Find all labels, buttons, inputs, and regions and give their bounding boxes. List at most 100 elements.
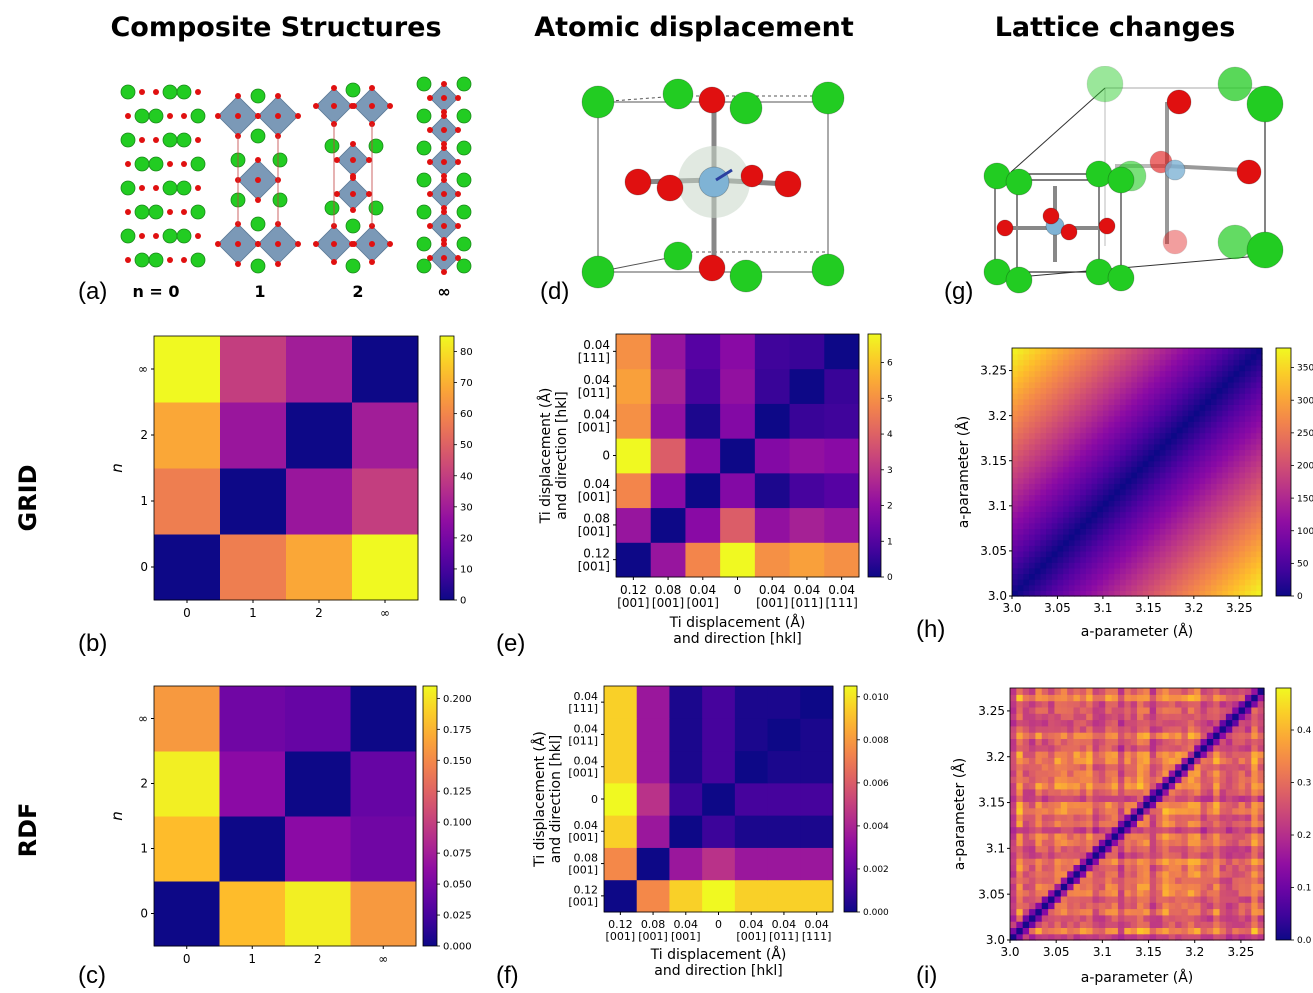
heatmap-cell bbox=[1010, 688, 1017, 695]
heatmap-cell bbox=[1210, 460, 1218, 467]
heatmap-cell bbox=[1029, 839, 1036, 847]
colorbar-tick-label: 80 bbox=[460, 347, 473, 358]
heatmap-cell bbox=[1131, 364, 1138, 372]
heatmap-cell bbox=[1205, 438, 1212, 445]
heatmap-cell bbox=[1165, 455, 1172, 462]
heatmap-cell bbox=[1108, 455, 1115, 462]
heatmap-cell bbox=[1092, 839, 1100, 847]
colorbar-tick-label: 1 bbox=[887, 537, 893, 547]
heatmap-cell bbox=[1074, 517, 1081, 524]
heatmap-cell bbox=[1054, 814, 1062, 821]
heatmap-cell bbox=[1080, 421, 1087, 428]
heatmap-cell bbox=[1200, 776, 1208, 784]
heatmap-cell bbox=[1012, 567, 1019, 575]
heatmap-cell bbox=[1225, 795, 1233, 802]
heatmap-cell bbox=[1251, 732, 1259, 739]
heatmap-cell bbox=[1200, 921, 1208, 928]
heatmap-cell bbox=[1225, 902, 1233, 910]
heatmap-cell bbox=[1175, 889, 1183, 897]
heatmap-cell bbox=[1182, 393, 1189, 400]
heatmap-cell bbox=[1165, 550, 1172, 558]
heatmap-cell bbox=[1200, 889, 1208, 897]
heatmap-cell bbox=[1105, 908, 1113, 916]
heatmap-cell bbox=[1067, 927, 1075, 935]
heatmap-cell bbox=[1051, 477, 1059, 484]
heatmap-cell bbox=[1048, 807, 1056, 815]
heatmap-cell bbox=[1010, 820, 1017, 828]
heatmap-cell bbox=[1119, 387, 1127, 394]
heatmap-cell bbox=[1137, 738, 1144, 746]
heatmap-cell bbox=[1017, 404, 1024, 411]
heatmap-cell bbox=[1156, 933, 1163, 941]
heatmap-cell bbox=[1188, 443, 1195, 451]
heatmap-cell bbox=[1210, 370, 1218, 377]
heatmap-cell bbox=[1200, 908, 1208, 916]
oxygen-atom bbox=[455, 127, 461, 133]
heatmap-cell bbox=[1092, 782, 1100, 790]
heatmap-cell bbox=[1137, 908, 1144, 916]
a-site-atom bbox=[162, 228, 178, 244]
heatmap-cell bbox=[1046, 545, 1053, 552]
heatmap-cell bbox=[1054, 776, 1062, 784]
heatmap-cell bbox=[1111, 895, 1119, 903]
oxygen-atom bbox=[195, 89, 201, 95]
colorbar-tick-label: 0.150 bbox=[443, 756, 472, 767]
heatmap-cell bbox=[1029, 415, 1036, 422]
heatmap-cell bbox=[1012, 353, 1019, 360]
heatmap-cell bbox=[1125, 522, 1132, 529]
heatmap-cell bbox=[1244, 573, 1252, 580]
heatmap-cell bbox=[767, 782, 801, 816]
heatmap-cell bbox=[1041, 706, 1049, 714]
heatmap-cell bbox=[1165, 517, 1172, 524]
heatmap-cell bbox=[1210, 584, 1218, 591]
heatmap-cell bbox=[1256, 364, 1263, 372]
heatmap-cell bbox=[1105, 769, 1113, 777]
heatmap-cell bbox=[1171, 472, 1178, 479]
heatmap-cell bbox=[1137, 895, 1144, 903]
heatmap-cell bbox=[1079, 883, 1087, 891]
heatmap-cell bbox=[1125, 466, 1132, 473]
heatmap-cell bbox=[1023, 573, 1030, 580]
heatmap-cell bbox=[1219, 688, 1227, 695]
heatmap-cell bbox=[1035, 883, 1043, 891]
heatmap-cell bbox=[1232, 933, 1240, 941]
heatmap-cell bbox=[1125, 539, 1132, 546]
heatmap-cell bbox=[1029, 713, 1036, 721]
heatmap-cell bbox=[1114, 528, 1121, 535]
heatmap-cell bbox=[1029, 443, 1036, 451]
heatmap-cell bbox=[1074, 477, 1081, 484]
heatmap-cell bbox=[1092, 763, 1100, 771]
heatmap-cell bbox=[1143, 889, 1151, 897]
heatmap-cell bbox=[1222, 567, 1229, 575]
heatmap-cell bbox=[1086, 801, 1094, 809]
heatmap-cell bbox=[1148, 573, 1155, 580]
y-axis-label: Ti displacement (Å)and direction [hkl] bbox=[537, 388, 570, 525]
heatmap-cell bbox=[1257, 889, 1265, 897]
heatmap-cell bbox=[1012, 483, 1019, 490]
oxygen-atom bbox=[369, 259, 375, 265]
oxygen-atom bbox=[366, 157, 372, 163]
heatmap-cell bbox=[1060, 814, 1068, 821]
heatmap-cell bbox=[1017, 550, 1024, 558]
heatmap-cell bbox=[1193, 443, 1201, 451]
heatmap-cell bbox=[1233, 567, 1240, 575]
heatmap-cell bbox=[1046, 359, 1053, 366]
heatmap-cell bbox=[1040, 522, 1047, 529]
heatmap-cell bbox=[1010, 845, 1017, 853]
heatmap-cell bbox=[285, 816, 351, 882]
heatmap-cell bbox=[1181, 751, 1189, 758]
x-tick-label: ∞ bbox=[380, 606, 390, 620]
heatmap-cell bbox=[1012, 449, 1019, 456]
heatmap-cell bbox=[1131, 426, 1138, 434]
heatmap-cell bbox=[1181, 732, 1189, 739]
heatmap-cell bbox=[1213, 795, 1221, 802]
heatmap-cell bbox=[1149, 769, 1157, 777]
heatmap-cell bbox=[1012, 421, 1019, 428]
heatmap-cell bbox=[1074, 443, 1081, 451]
heatmap-cell bbox=[1131, 590, 1138, 597]
heatmap-cell bbox=[636, 718, 670, 752]
heatmap-cell bbox=[1233, 421, 1240, 428]
heatmap-cell bbox=[1233, 590, 1240, 597]
heatmap-cell bbox=[1051, 545, 1059, 552]
heatmap-cell bbox=[1193, 426, 1201, 434]
